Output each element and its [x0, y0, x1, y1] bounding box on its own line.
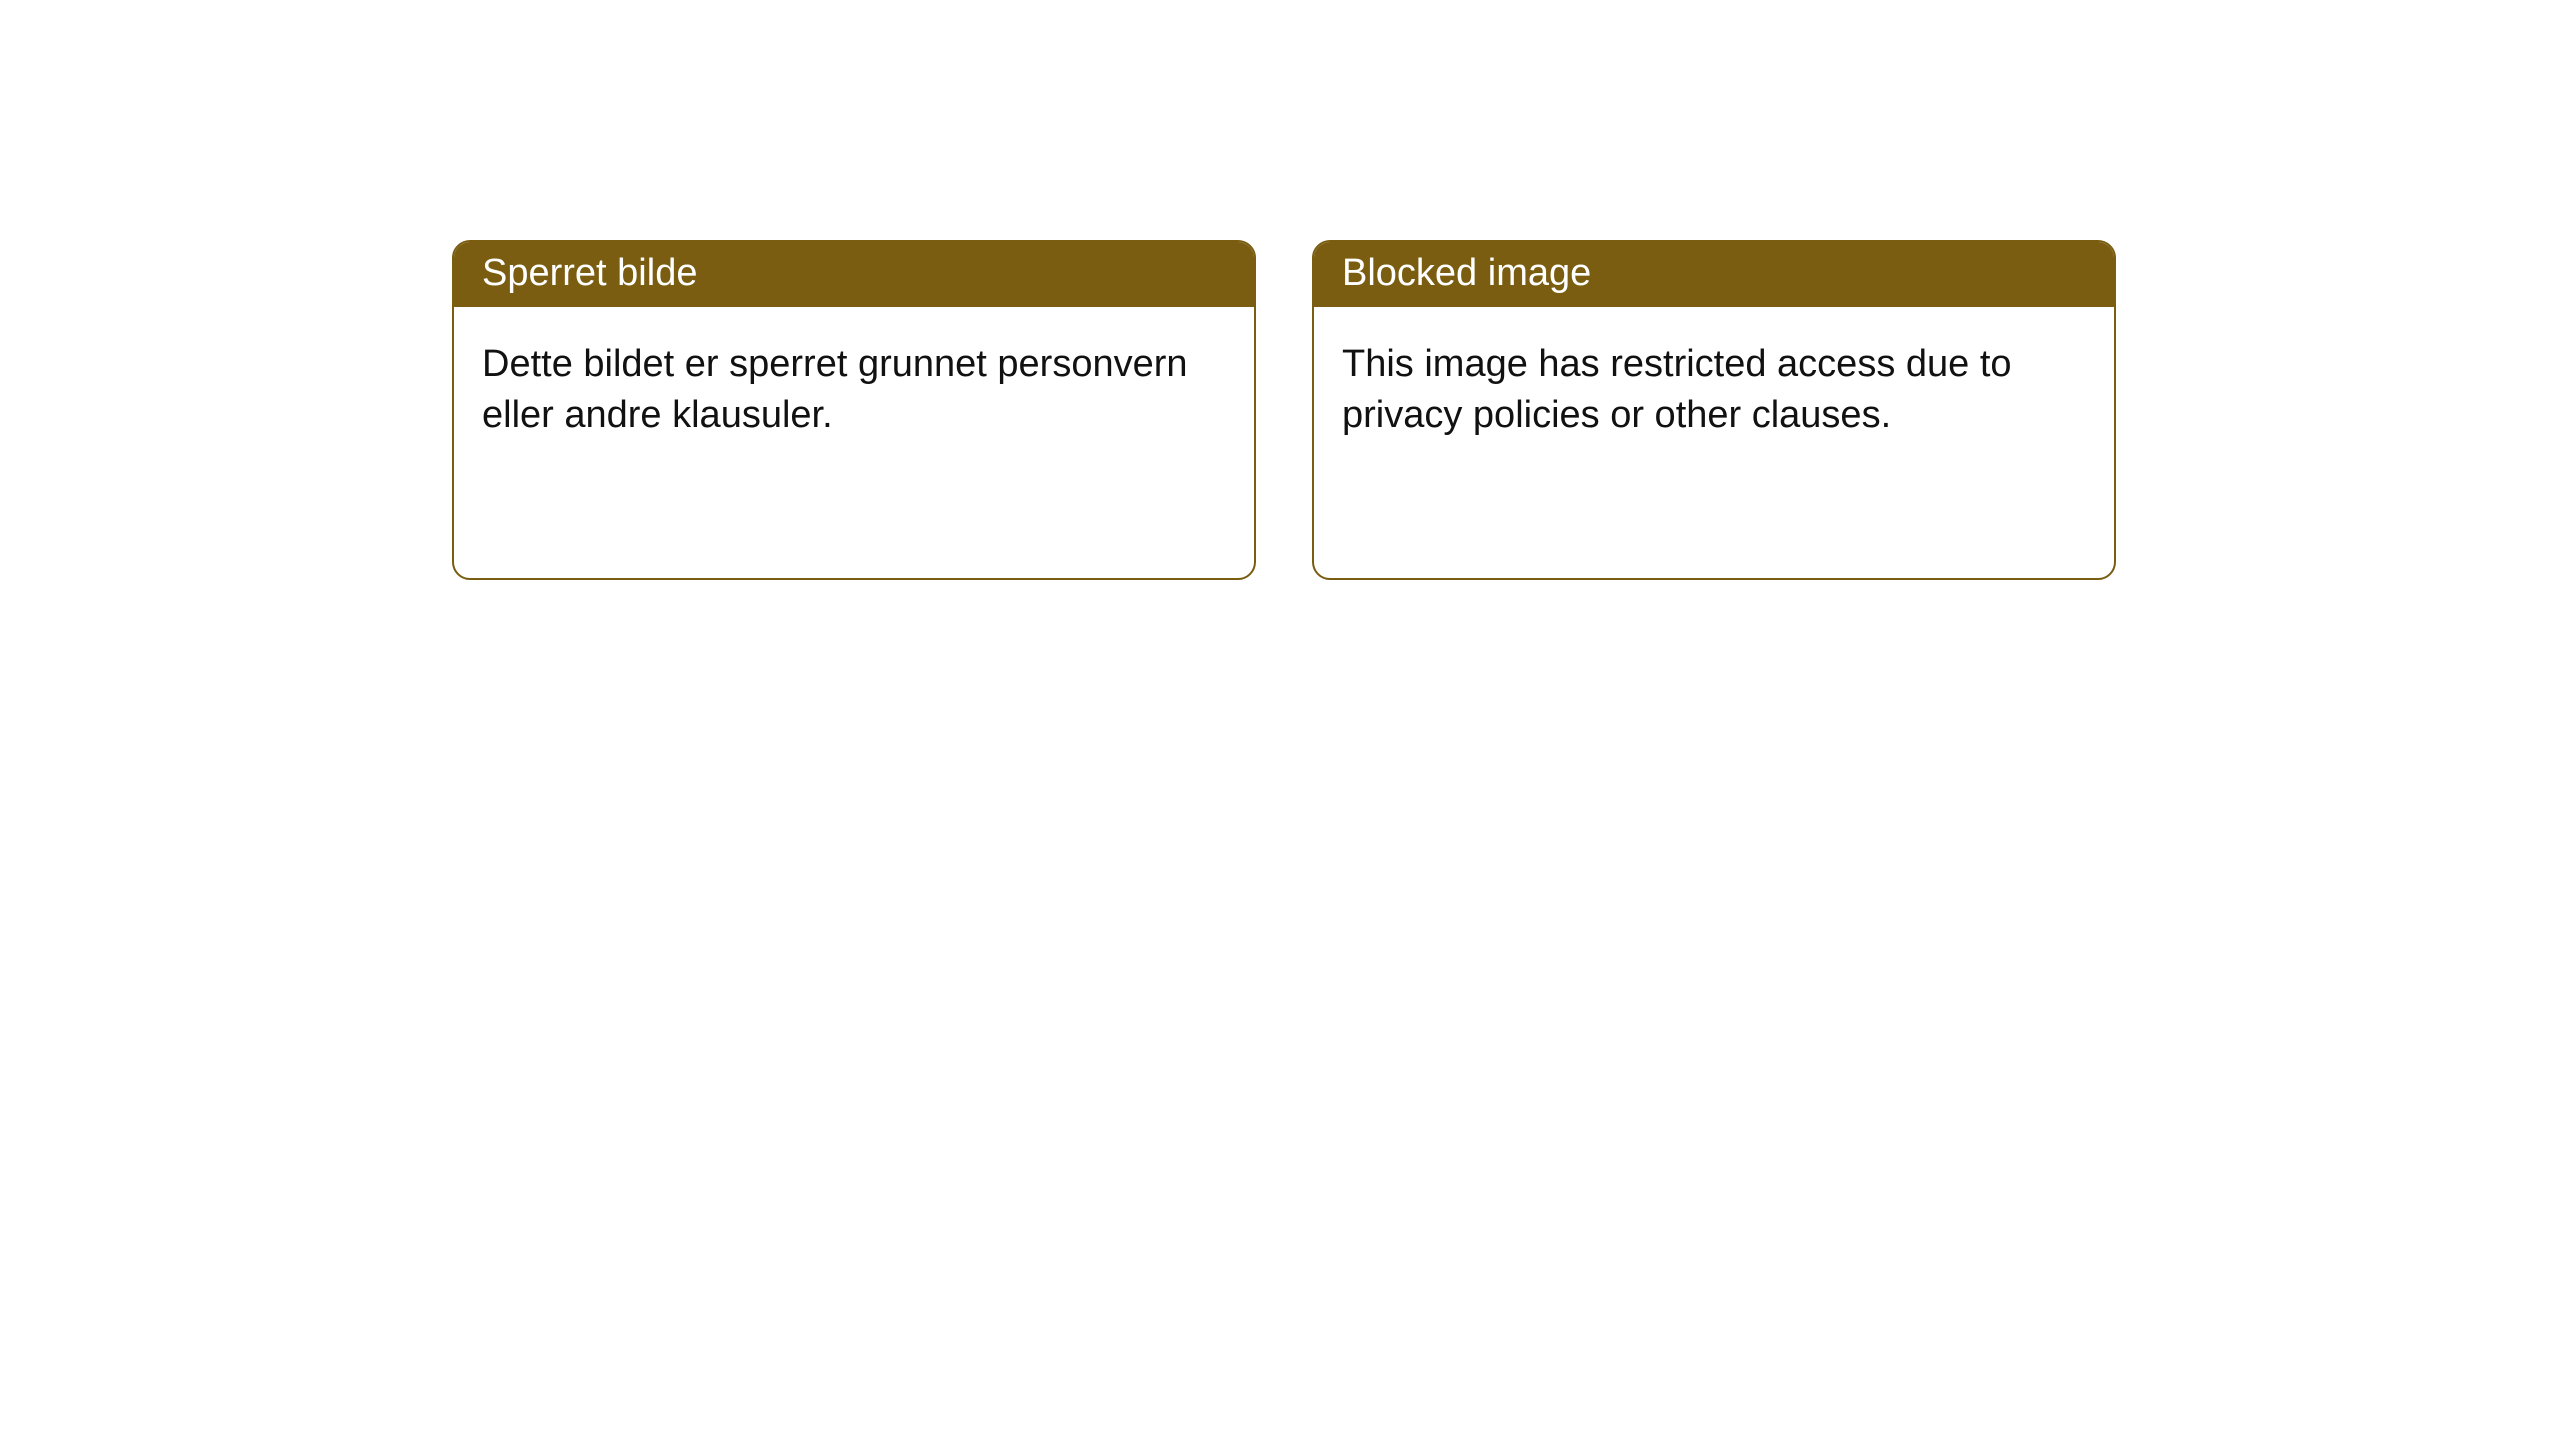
notice-title-en: Blocked image — [1314, 242, 2114, 307]
notice-body-en: This image has restricted access due to … — [1314, 307, 2114, 474]
notices-container: Sperret bilde Dette bildet er sperret gr… — [452, 240, 2116, 580]
notice-card-no: Sperret bilde Dette bildet er sperret gr… — [452, 240, 1256, 580]
notice-body-no: Dette bildet er sperret grunnet personve… — [454, 307, 1254, 474]
notice-title-no: Sperret bilde — [454, 242, 1254, 307]
notice-card-en: Blocked image This image has restricted … — [1312, 240, 2116, 580]
